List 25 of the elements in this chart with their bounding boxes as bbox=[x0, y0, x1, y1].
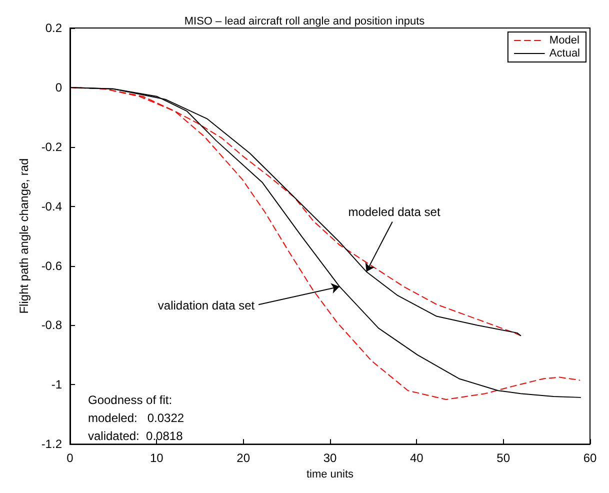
x-tick-label: 30 bbox=[323, 451, 337, 466]
annotation: validated: 0.0818 bbox=[88, 429, 184, 443]
annotation: modeled data set bbox=[348, 205, 441, 220]
x-tick-label: 20 bbox=[236, 451, 250, 466]
x-tick-label: 50 bbox=[496, 451, 510, 466]
y-tick-label: 0 bbox=[55, 80, 62, 94]
legend-label: Actual bbox=[549, 48, 580, 60]
chart-title: MISO – lead aircraft roll angle and position inputs bbox=[184, 16, 426, 28]
y-tick-label: -0.8 bbox=[41, 318, 62, 332]
x-tick-label: 40 bbox=[410, 451, 424, 466]
y-tick-label: 0.2 bbox=[45, 21, 62, 35]
y-tick-label: -0.2 bbox=[41, 140, 62, 154]
y-axis-title: Flight path angle change, rad bbox=[17, 158, 31, 314]
annotation: validation data set bbox=[158, 298, 256, 312]
annotation: Goodness of fit: bbox=[88, 393, 172, 407]
y-tick-label: -1.2 bbox=[41, 437, 62, 452]
x-axis-title: time units bbox=[306, 468, 354, 480]
annotation: modeled: 0.0322 bbox=[88, 411, 184, 425]
y-tick-label: -1 bbox=[51, 378, 62, 392]
y-tick-label: -0.4 bbox=[41, 199, 62, 214]
legend-label: Model bbox=[549, 34, 580, 46]
x-tick-label: 10 bbox=[150, 451, 164, 466]
y-tick-label: -0.6 bbox=[41, 258, 62, 273]
x-tick-label: 0 bbox=[66, 451, 74, 466]
x-tick-label: 60 bbox=[583, 451, 597, 466]
